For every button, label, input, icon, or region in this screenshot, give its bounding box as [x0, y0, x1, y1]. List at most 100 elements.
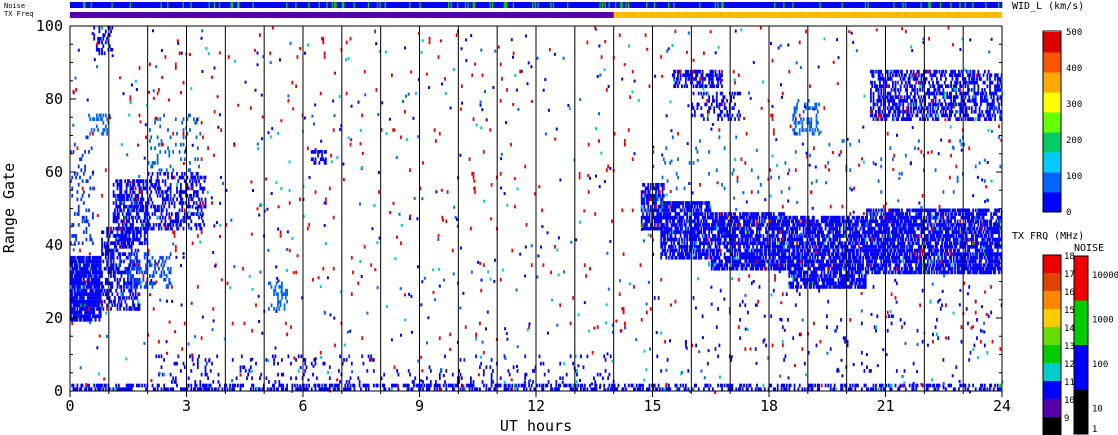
echo-point: [730, 212, 733, 216]
echo-point: [749, 219, 752, 224]
echo-point: [77, 288, 80, 293]
echo-point: [732, 226, 735, 231]
echo-point: [741, 237, 744, 242]
echo-point: [124, 230, 127, 235]
echo-point: [726, 234, 729, 238]
echo-point: [684, 387, 687, 392]
noise-segment: [863, 2, 866, 8]
echo-point: [156, 157, 159, 162]
echo-point: [682, 201, 685, 205]
echo-point: [547, 369, 550, 373]
echo-point: [75, 237, 78, 242]
echo-point: [666, 387, 669, 392]
echo-point: [136, 201, 138, 205]
echo-point: [265, 358, 268, 362]
echo-point: [137, 230, 140, 235]
echo-point: [71, 296, 74, 300]
echo-point: [693, 230, 696, 235]
echo-point: [115, 383, 118, 388]
txfreq-segment: [262, 12, 265, 18]
echo-point: [86, 318, 89, 322]
echo-point: [745, 252, 748, 256]
echo-point: [691, 387, 694, 392]
echo-point: [119, 252, 122, 256]
echo-point: [164, 219, 167, 224]
noise-segment: [564, 2, 567, 8]
txfreq-segment: [714, 12, 717, 18]
txfreq-segment: [693, 12, 696, 18]
echo-point: [93, 281, 96, 286]
echo-point: [726, 259, 729, 264]
echo-point: [686, 248, 689, 253]
echo-point: [734, 259, 736, 264]
echo-point: [696, 234, 699, 238]
txfreq-segment: [772, 12, 775, 18]
echo-point: [145, 183, 147, 187]
echo-point: [666, 226, 669, 231]
echo-point: [98, 113, 101, 118]
echo-point: [657, 212, 660, 216]
noise-segment: [444, 2, 446, 8]
echo-point: [89, 303, 92, 308]
txfreq-segment: [634, 12, 636, 18]
echo-point: [116, 270, 119, 275]
noise-segment: [194, 2, 196, 8]
echo-point: [85, 215, 88, 220]
noise-segment: [977, 2, 979, 8]
txfreq-segment: [523, 12, 525, 18]
echo-point: [926, 383, 929, 388]
echo-point: [104, 281, 107, 286]
echo-point: [691, 234, 694, 238]
echo-point: [247, 372, 250, 377]
echo-point: [994, 383, 997, 388]
echo-point: [132, 219, 134, 224]
echo-point: [268, 307, 270, 311]
echo-point: [709, 212, 712, 216]
echo-point: [757, 266, 760, 271]
noise-segment: [462, 2, 464, 8]
echo-point: [674, 212, 677, 216]
echo-point: [281, 383, 283, 388]
echo-point: [705, 241, 708, 246]
noise-segment: [313, 2, 315, 8]
echo-point: [71, 255, 74, 260]
noise-segment: [423, 2, 425, 8]
echo-point: [158, 266, 160, 271]
echo-point: [117, 234, 120, 238]
echo-point: [98, 29, 101, 34]
echo-point: [721, 387, 723, 392]
echo-point: [134, 215, 137, 220]
echo-point: [745, 387, 748, 392]
txfreq-segment: [499, 12, 502, 18]
echo-point: [193, 190, 195, 194]
echo-point: [704, 252, 707, 256]
txfreq-segment: [464, 12, 467, 18]
echo-point: [696, 219, 699, 224]
echo-point: [710, 248, 713, 253]
txfreq-segment: [833, 12, 836, 18]
echo-point: [106, 307, 109, 311]
echo-point: [161, 179, 164, 183]
echo-point: [271, 354, 274, 359]
echo-point: [101, 252, 103, 256]
echo-point: [239, 383, 242, 388]
echo-point: [630, 383, 633, 388]
noise-segment: [677, 2, 679, 8]
echo-point: [735, 234, 738, 238]
echo-point: [116, 241, 119, 246]
echo-point: [657, 197, 660, 202]
noise-segment: [732, 2, 735, 8]
echo-point: [132, 383, 134, 388]
echo-point: [451, 372, 454, 377]
echo-point: [747, 245, 749, 249]
echo-point: [127, 183, 129, 187]
txfreq-segment: [220, 12, 222, 18]
txfreq-segment: [680, 12, 683, 18]
noise-segment: [361, 2, 363, 8]
noise-segment: [850, 2, 853, 8]
echo-point: [665, 204, 668, 209]
echo-point: [94, 296, 97, 300]
echo-point: [762, 263, 765, 267]
echo-point: [480, 361, 483, 366]
txfreq-segment: [112, 12, 115, 18]
